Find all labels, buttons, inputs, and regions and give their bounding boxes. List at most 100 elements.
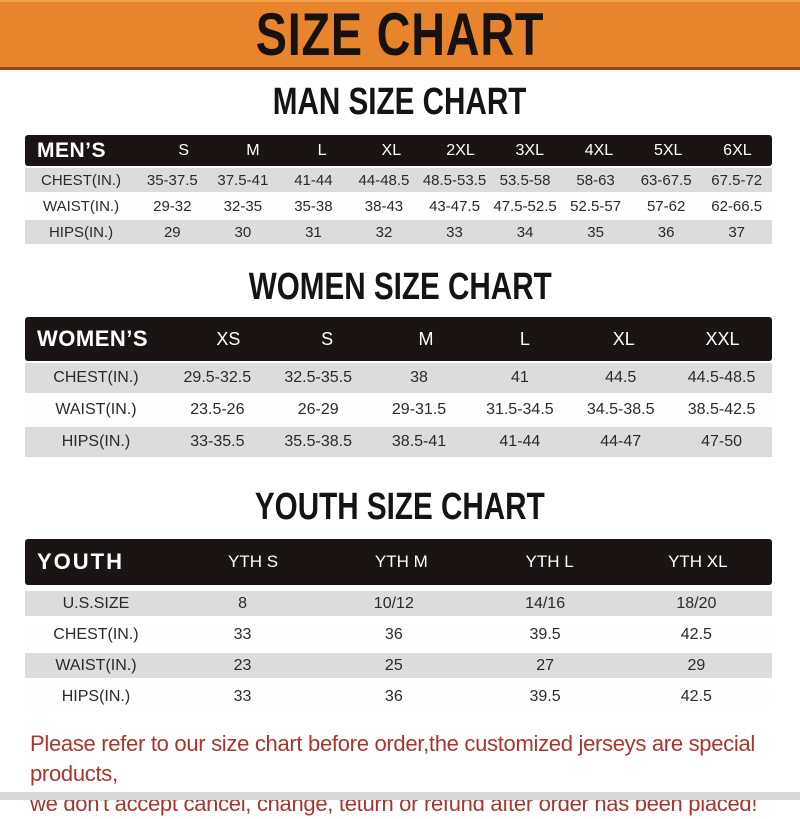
women-group-label: WOMEN’S: [37, 326, 149, 351]
size-value: 38.5-41: [391, 433, 447, 450]
row-label: HIPS(IN.): [61, 687, 131, 705]
size-value: 32: [375, 223, 393, 241]
size-value: 31.5-34.5: [486, 401, 554, 418]
size-value: 25: [384, 656, 403, 674]
size-value: 14/16: [525, 594, 566, 612]
men-size-header: S: [178, 141, 189, 159]
size-value: 23.5-26: [190, 401, 245, 418]
youth-row-waist-in: WAIST(IN.) 23 25 27 29: [25, 653, 772, 678]
row-label: CHEST(IN.): [53, 625, 139, 643]
man-size-section: MAN SIZE CHART MEN’S S M L XL 2XL 3XL 4XL 5XL 6XL…: [0, 83, 800, 244]
size-value: 26-29: [297, 401, 339, 418]
men-size-header: M: [246, 141, 260, 159]
women-row-hips-in: HIPS(IN.) 33-35.5 35.5-38.5 38.5-41 41-44 44-…: [25, 427, 772, 457]
size-value: 34: [516, 223, 534, 241]
size-value: 67.5-72: [711, 171, 763, 189]
disclaimer-line-1: Please refer to our size chart before or…: [30, 731, 755, 786]
men-size-header: 2XL: [446, 141, 475, 159]
size-value: 38.5-42.5: [687, 401, 756, 418]
size-value: 32.5-35.5: [284, 369, 352, 386]
youth-size-section: YOUTH SIZE CHART YOUTH YTH S YTH M YTH L YTH…: [0, 488, 800, 709]
size-value: 57-62: [646, 197, 686, 215]
size-value: 37.5-41: [217, 171, 269, 189]
men-size-header: 3XL: [515, 141, 544, 159]
size-value: 29: [163, 223, 181, 241]
women-size-chart-title: WOMEN SIZE CHART: [248, 266, 552, 308]
size-value: 62-66.5: [711, 197, 763, 215]
size-value: 44.5: [605, 369, 637, 386]
order-disclaimer: Please refer to our size chart before or…: [30, 729, 800, 819]
men-row-waist-in: WAIST(IN.) 29-32 32-35 35-38 38-43 43-47.5 47.…: [25, 194, 772, 218]
size-value: 36: [384, 625, 403, 643]
men-group-label: MEN’S: [37, 138, 107, 162]
size-value: 8: [238, 594, 247, 612]
women-size-table: WOMEN’S XS S M L XL XXL CHEST(IN.) 29.5-32.5 32.5…: [25, 317, 772, 457]
size-value: 29-32: [153, 197, 192, 215]
size-value: 29-31.5: [391, 401, 447, 418]
size-value: 43-47.5: [429, 197, 480, 215]
size-value: 31: [305, 223, 322, 241]
youth-row-hips-in: HIPS(IN.) 33 36 39.5 42.5: [25, 684, 772, 709]
size-value: 29: [687, 656, 706, 674]
size-value: 34.5-38.5: [586, 401, 655, 418]
size-value: 42.5: [680, 625, 712, 643]
men-size-header: XL: [381, 141, 402, 159]
women-size-header: XL: [612, 328, 635, 349]
size-value: 27: [536, 656, 554, 674]
men-size-header: 6XL: [723, 141, 752, 159]
size-value: 39.5: [529, 687, 561, 705]
men-row-chest-in: CHEST(IN.) 35-37.5 37.5-41 41-44 44-48.5 48.5…: [25, 168, 772, 192]
row-label: CHEST(IN.): [41, 171, 122, 189]
men-size-header: L: [317, 141, 327, 159]
women-size-section: WOMEN SIZE CHART WOMEN’S XS S M L XL XXL CHEST(…: [0, 268, 800, 457]
row-label: WAIST(IN.): [55, 401, 137, 418]
women-header-bar: WOMEN’S XS S M L XL XXL: [25, 317, 772, 361]
youth-size-header: YTH S: [228, 552, 279, 571]
youth-size-header: YTH M: [374, 552, 428, 571]
youth-size-chart-title: YOUTH SIZE CHART: [255, 486, 545, 528]
size-value: 44-48.5: [358, 171, 410, 189]
banner-title: SIZE CHART: [255, 0, 545, 68]
size-value: 41-44: [499, 433, 541, 450]
size-value: 23: [233, 656, 252, 674]
women-size-header: M: [418, 328, 434, 349]
size-value: 44-47: [600, 433, 642, 450]
size-value: 44.5-48.5: [687, 369, 756, 386]
youth-group-label: YOUTH: [37, 549, 124, 574]
row-label: HIPS(IN.): [48, 223, 114, 241]
row-label: CHEST(IN.): [53, 369, 139, 386]
size-value: 36: [657, 223, 675, 241]
youth-row-chest-in: CHEST(IN.) 33 36 39.5 42.5: [25, 622, 772, 647]
youth-size-header: YTH L: [525, 552, 574, 571]
women-size-header: S: [321, 328, 334, 349]
size-value: 48.5-53.5: [422, 171, 487, 189]
women-row-waist-in: WAIST(IN.) 23.5-26 26-29 29-31.5 31.5-34.5 34…: [25, 395, 772, 425]
youth-header-bar: YOUTH YTH S YTH M YTH L YTH XL: [25, 539, 772, 585]
men-header-bar: MEN’S S M L XL 2XL 3XL 4XL 5XL 6XL: [25, 135, 772, 166]
youth-size-header: YTH XL: [668, 552, 728, 571]
size-value: 35-38: [294, 197, 333, 215]
size-value: 35-37.5: [146, 171, 198, 189]
size-value: 41-44: [294, 171, 333, 189]
size-value: 47.5-52.5: [493, 197, 557, 215]
size-value: 33-35.5: [190, 433, 245, 450]
size-value: 32-35: [223, 197, 263, 215]
size-value: 33: [233, 625, 252, 643]
size-value: 41: [510, 369, 529, 386]
size-value: 58-63: [576, 171, 615, 189]
row-label: WAIST(IN.): [42, 197, 120, 215]
youth-size-table: YOUTH YTH S YTH M YTH L YTH XL U.S.SIZE 8 10/12…: [25, 539, 772, 709]
size-value: 33: [233, 687, 252, 705]
man-size-chart-title: MAN SIZE CHART: [273, 81, 527, 123]
row-label: U.S.SIZE: [62, 594, 130, 612]
size-value: 33: [446, 223, 463, 241]
size-value: 36: [384, 687, 403, 705]
size-value: 35.5-38.5: [284, 433, 352, 450]
size-value: 47-50: [701, 433, 743, 450]
women-size-header: XS: [216, 328, 241, 349]
size-chart-banner: SIZE CHART: [0, 0, 800, 70]
men-size-header: 4XL: [584, 141, 614, 159]
youth-row-u-s-size: U.S.SIZE 8 10/12 14/16 18/20: [25, 591, 772, 616]
men-row-hips-in: HIPS(IN.) 29 30 31 32 33 34 35 36 37: [25, 220, 772, 244]
size-value: 42.5: [680, 687, 712, 705]
